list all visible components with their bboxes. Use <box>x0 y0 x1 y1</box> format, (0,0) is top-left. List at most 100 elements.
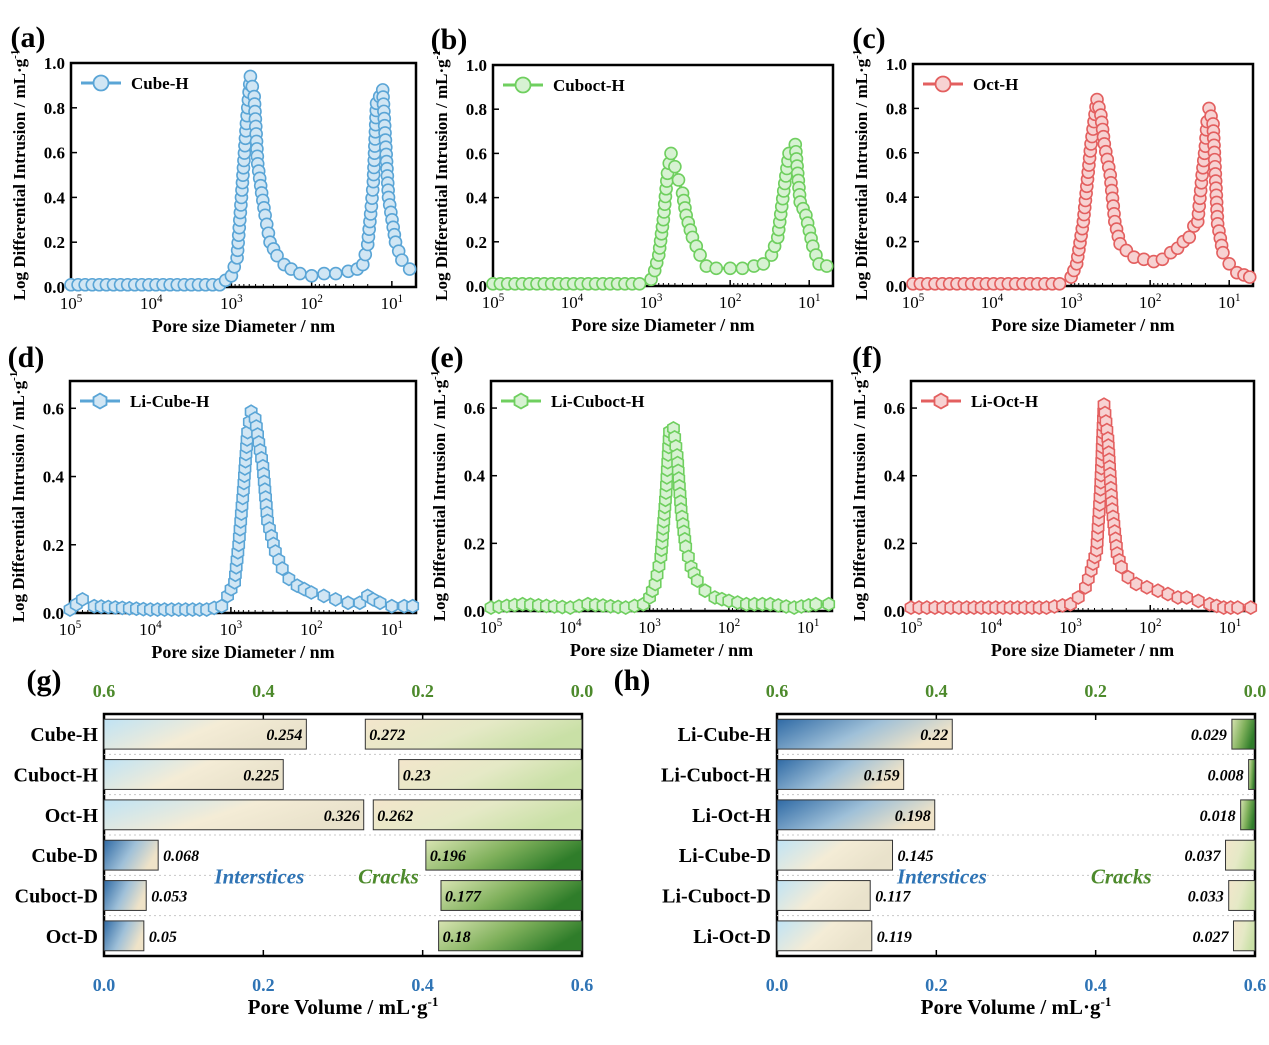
bottom-tick-label: 0.2 <box>925 975 948 995</box>
x-axis-label: Pore size Diameter / nm <box>991 640 1174 660</box>
data-point <box>709 261 724 276</box>
data-point <box>1140 579 1154 595</box>
data-point <box>1161 586 1175 602</box>
data-point <box>1222 256 1237 271</box>
y-tick-label: 0.2 <box>886 233 907 252</box>
panel-label: (e) <box>430 341 463 374</box>
panel-label: (d) <box>8 341 45 374</box>
legend-marker <box>92 74 110 92</box>
bottom-tick-label: 0.6 <box>571 975 594 995</box>
data-point <box>735 261 750 276</box>
y-tick-label: 0.6 <box>886 144 907 163</box>
data-point <box>664 146 678 161</box>
legend-label: Li-Cube-H <box>130 392 209 411</box>
top-tick-label: 0.0 <box>571 681 594 701</box>
y-tick-label: 0.4 <box>464 467 486 486</box>
data-point <box>1151 583 1165 599</box>
data-point <box>304 585 318 600</box>
data-point <box>668 159 682 174</box>
data-point <box>698 583 712 599</box>
data-point <box>1115 559 1128 575</box>
y-tick-label: 0.0 <box>886 277 907 296</box>
x-tick-label: 101 <box>797 617 820 637</box>
x-tick-label: 103 <box>640 292 663 312</box>
panel-label: (h) <box>614 664 651 697</box>
category-label: Li-Cube-H <box>678 724 772 746</box>
top-tick-label: 0.2 <box>1084 681 1107 701</box>
y-tick-label: 0.6 <box>464 399 485 418</box>
x-axis-label: Pore size Diameter / nm <box>151 642 334 662</box>
data-point <box>328 266 343 281</box>
y-tick-label: 0.4 <box>466 189 488 208</box>
bottom-tick-label: 0.0 <box>766 975 789 995</box>
x-tick-label: 101 <box>798 292 821 312</box>
category-label: Cube-D <box>31 845 98 867</box>
x-tick-label: 104 <box>981 292 1004 312</box>
bar-cracks <box>425 839 583 871</box>
bar-interstices <box>776 718 953 750</box>
bar-value-label: 0.008 <box>1208 768 1244 785</box>
x-axis-label: Pore size Diameter / nm <box>152 316 335 336</box>
bar-value-label: 0.196 <box>430 848 466 865</box>
y-tick-label: 0.2 <box>466 233 487 252</box>
panel-a: (a) 105 104 103 102 101 0.0 0.2 0.4 0.6 0.8 1.0 Pore… <box>9 21 418 336</box>
bar-value-label: 0.05 <box>149 929 177 946</box>
x-tick-label: 104 <box>139 619 162 639</box>
legend-label: Cube-H <box>131 74 189 93</box>
bottom-tick-label: 0.4 <box>1084 975 1107 995</box>
top-tick-label: 0.6 <box>93 681 116 701</box>
bar-value-label: 0.254 <box>266 727 302 744</box>
interstices-annotation: Interstices <box>896 864 987 888</box>
y-tick-label: 0.6 <box>44 144 65 163</box>
legend-marker <box>934 75 952 93</box>
bar-cracks <box>1231 718 1256 750</box>
category-label: Li-Cuboct-H <box>661 765 771 787</box>
cracks-annotation: Cracks <box>358 864 419 888</box>
bar-cracks <box>372 799 583 831</box>
bar-cracks <box>364 718 583 750</box>
bar-cracks <box>398 759 583 790</box>
bar-cracks <box>1240 799 1256 831</box>
x-axis-label: Pore Volume / mL·g-1 <box>921 994 1112 1019</box>
panel-label: (g) <box>27 664 62 697</box>
y-tick-label: 0.4 <box>44 188 66 207</box>
data-point <box>1052 276 1067 291</box>
cracks-annotation: Cracks <box>1091 864 1152 888</box>
y-tick-label: 0.0 <box>44 278 65 297</box>
legend-label: Li-Cuboct-H <box>551 392 645 411</box>
x-tick-label: 102 <box>719 292 742 312</box>
panel-b: (b) 105 104 103 102 101 0.0 0.2 0.4 0.6 0.8 1.0 Pore… <box>431 23 835 335</box>
x-axis-label: Pore size Diameter / nm <box>991 315 1174 335</box>
y-tick-label: 0.2 <box>43 536 64 555</box>
y-tick-label: 0.2 <box>464 534 485 553</box>
category-label: Oct-H <box>45 805 99 827</box>
y-axis-label: Log Differential Intrusion / mL·g-1 <box>851 50 871 301</box>
x-tick-label: 101 <box>1218 292 1241 312</box>
data-point <box>690 573 704 589</box>
y-tick-label: 1.0 <box>466 56 487 75</box>
y-tick-label: 0.8 <box>44 99 65 118</box>
y-tick-label: 0.0 <box>464 602 485 621</box>
bar-value-label: 0.027 <box>1192 929 1229 946</box>
data-point <box>1182 230 1197 244</box>
data-point <box>1216 245 1230 260</box>
data-point <box>304 268 319 283</box>
panel-label: (b) <box>431 23 468 56</box>
bar-value-label: 0.262 <box>377 808 413 825</box>
bar-value-label: 0.22 <box>920 727 948 744</box>
x-tick-label: 103 <box>1059 617 1082 637</box>
y-tick-label: 0.0 <box>884 602 905 621</box>
data-point <box>402 262 417 276</box>
data-point <box>385 598 399 614</box>
x-axis-label: Pore size Diameter / nm <box>571 315 754 335</box>
bar-value-label: 0.053 <box>151 889 187 906</box>
data-point <box>76 591 89 607</box>
bar-value-label: 0.326 <box>324 808 360 825</box>
category-label: Cuboct-D <box>15 886 98 908</box>
legend-marker <box>933 392 949 410</box>
x-tick-label: 104 <box>979 617 1002 637</box>
data-point <box>809 596 823 612</box>
data-point <box>275 561 289 577</box>
bar-value-label: 0.198 <box>895 808 931 825</box>
y-axis-label: Log Differential Intrusion / mL·g-1 <box>431 50 451 301</box>
